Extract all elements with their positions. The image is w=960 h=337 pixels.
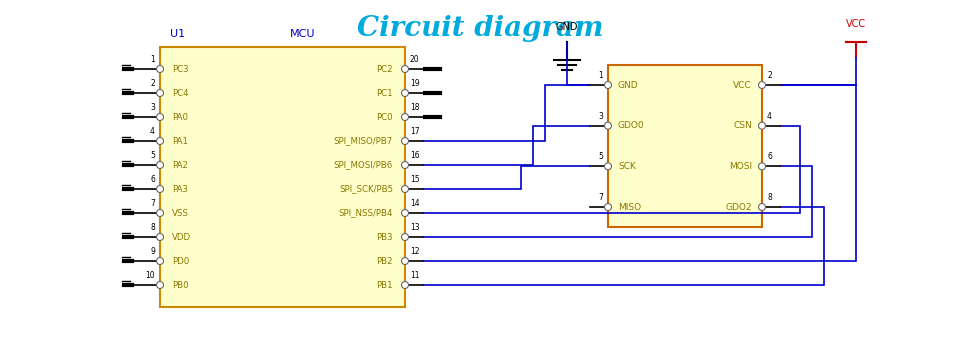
Text: VCC: VCC	[846, 19, 866, 29]
Text: 1: 1	[598, 71, 603, 80]
Text: 14: 14	[410, 199, 420, 208]
Text: 12: 12	[410, 247, 420, 256]
Text: PA1: PA1	[172, 136, 188, 146]
Circle shape	[605, 163, 612, 170]
Circle shape	[156, 65, 163, 72]
Text: VDD: VDD	[172, 233, 191, 242]
Text: 6: 6	[767, 152, 772, 161]
Circle shape	[758, 204, 765, 211]
Text: 7: 7	[598, 193, 603, 202]
Text: 5: 5	[150, 151, 155, 160]
Text: 10: 10	[145, 271, 155, 280]
Circle shape	[401, 161, 409, 168]
Text: 8: 8	[767, 193, 772, 202]
Circle shape	[156, 161, 163, 168]
Circle shape	[401, 185, 409, 192]
Text: 15: 15	[410, 175, 420, 184]
Text: VSS: VSS	[172, 209, 189, 217]
Text: PB0: PB0	[172, 280, 188, 289]
Text: 20: 20	[410, 55, 420, 64]
Text: MOSI: MOSI	[729, 162, 752, 171]
Text: PB1: PB1	[376, 280, 393, 289]
Circle shape	[758, 163, 765, 170]
Text: 1: 1	[151, 55, 155, 64]
Text: U1: U1	[170, 29, 185, 39]
Text: 2: 2	[151, 79, 155, 88]
Circle shape	[156, 90, 163, 96]
Text: 2: 2	[767, 71, 772, 80]
Text: MCU: MCU	[290, 29, 315, 39]
Text: SPI_MISO/PB7: SPI_MISO/PB7	[334, 136, 393, 146]
Circle shape	[156, 257, 163, 265]
Text: 4: 4	[767, 112, 772, 121]
Circle shape	[401, 65, 409, 72]
Circle shape	[401, 210, 409, 216]
Text: CSN: CSN	[733, 121, 752, 130]
Text: 8: 8	[151, 223, 155, 232]
Text: 4: 4	[150, 127, 155, 136]
Text: SCK: SCK	[618, 162, 636, 171]
Text: 17: 17	[410, 127, 420, 136]
Text: PC1: PC1	[376, 89, 393, 97]
Text: 6: 6	[150, 175, 155, 184]
Text: PA3: PA3	[172, 184, 188, 193]
Text: 18: 18	[410, 103, 420, 112]
Bar	[608, 65, 762, 227]
Text: SPI_MOSI/PB6: SPI_MOSI/PB6	[334, 160, 393, 170]
Circle shape	[156, 114, 163, 121]
Text: SPI_SCK/PB5: SPI_SCK/PB5	[339, 184, 393, 193]
Circle shape	[401, 281, 409, 288]
Text: PD0: PD0	[172, 256, 189, 266]
Circle shape	[156, 234, 163, 241]
Text: 3: 3	[150, 103, 155, 112]
Circle shape	[156, 210, 163, 216]
Circle shape	[605, 82, 612, 89]
Text: 13: 13	[410, 223, 420, 232]
Text: 3: 3	[598, 112, 603, 121]
Bar	[160, 47, 405, 307]
Text: SPI_NSS/PB4: SPI_NSS/PB4	[339, 209, 393, 217]
Text: 16: 16	[410, 151, 420, 160]
Text: MISO: MISO	[618, 203, 641, 212]
Text: 9: 9	[150, 247, 155, 256]
Circle shape	[401, 90, 409, 96]
Text: GDO0: GDO0	[618, 121, 644, 130]
Text: 5: 5	[598, 152, 603, 161]
Text: GND: GND	[618, 81, 638, 90]
Text: PC0: PC0	[376, 113, 393, 122]
Text: GND: GND	[556, 22, 578, 32]
Text: PC4: PC4	[172, 89, 188, 97]
Text: PC3: PC3	[172, 64, 188, 73]
Text: GDO2: GDO2	[726, 203, 752, 212]
Text: 11: 11	[410, 271, 420, 280]
Text: PA2: PA2	[172, 160, 188, 170]
Circle shape	[401, 257, 409, 265]
Circle shape	[156, 281, 163, 288]
Circle shape	[401, 137, 409, 145]
Text: PB3: PB3	[376, 233, 393, 242]
Circle shape	[758, 122, 765, 129]
Circle shape	[401, 114, 409, 121]
Text: PC2: PC2	[376, 64, 393, 73]
Circle shape	[605, 122, 612, 129]
Text: PB2: PB2	[376, 256, 393, 266]
Text: VCC: VCC	[733, 81, 752, 90]
Text: PA0: PA0	[172, 113, 188, 122]
Circle shape	[605, 204, 612, 211]
Circle shape	[401, 234, 409, 241]
Circle shape	[156, 185, 163, 192]
Text: 19: 19	[410, 79, 420, 88]
Circle shape	[758, 82, 765, 89]
Text: 7: 7	[150, 199, 155, 208]
Text: Circuit diagram: Circuit diagram	[357, 16, 603, 42]
Circle shape	[156, 137, 163, 145]
